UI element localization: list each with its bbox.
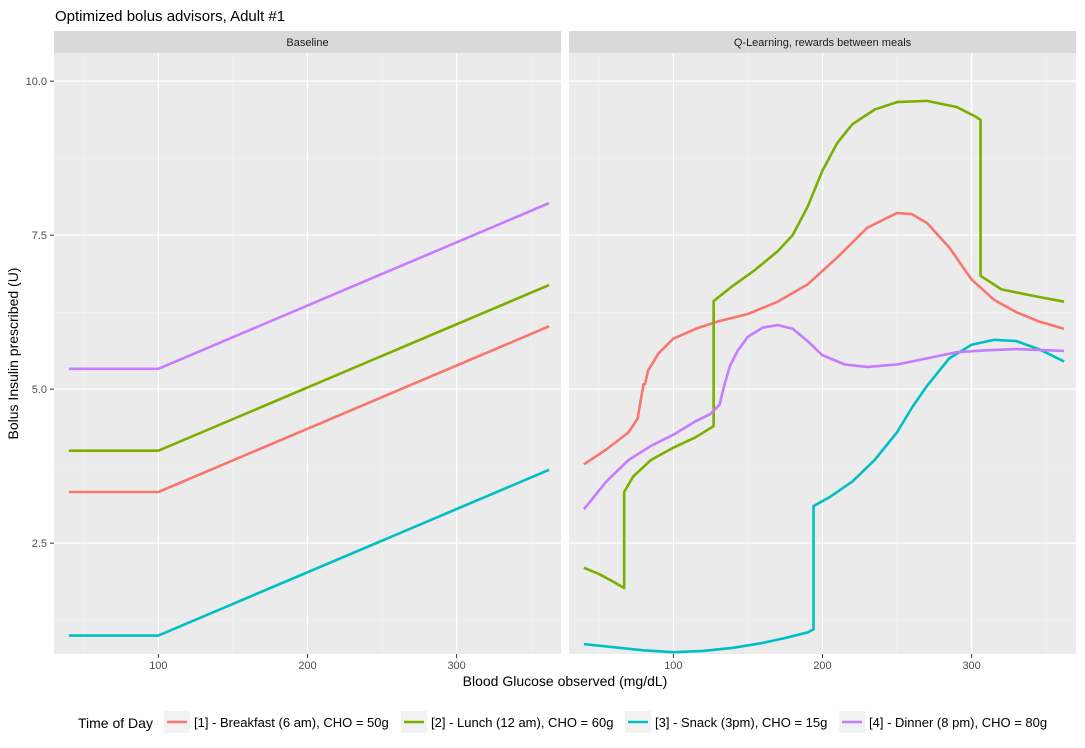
facet-strip <box>54 31 561 53</box>
x-tick-label: 300 <box>447 660 465 672</box>
series-line-1 <box>68 325 550 494</box>
y-tick-label: 10.0 <box>26 76 47 88</box>
series-line-4 <box>582 323 1065 511</box>
series-line-3 <box>68 468 550 637</box>
x-tick-label: 100 <box>149 660 167 672</box>
legend-title: Time of Day <box>78 715 153 731</box>
legend-label-1: [1] - Breakfast (6 am), CHO = 50g <box>194 715 389 730</box>
y-tick-label: 2.5 <box>32 538 47 550</box>
panel-0: Baseline 100 200 300 <box>54 31 561 672</box>
chart-title: Optimized bolus advisors, Adult #1 <box>55 8 285 25</box>
legend: Time of Day [1] - Breakfast (6 am), CHO =… <box>78 711 1047 733</box>
legend-label-4: [4] - Dinner (8 pm), CHO = 80g <box>869 715 1047 730</box>
series-line-1 <box>583 211 1065 466</box>
series-line-3 <box>583 338 1065 654</box>
y-tick-label: 5.0 <box>32 384 47 396</box>
x-axis-title: Blood Glucose observed (mg/dL) <box>463 673 668 689</box>
panel-1: Q-Learning, rewards between meals 100 200 3… <box>569 31 1076 672</box>
y-tick-label: 7.5 <box>32 230 47 242</box>
x-tick-label: 100 <box>664 660 682 672</box>
y-axis-title: Bolus Insulin prescribed (U) <box>5 268 21 440</box>
x-tick-label: 300 <box>962 660 980 672</box>
series-line-4 <box>68 201 550 371</box>
legend-label-3: [3] - Snack (3pm), CHO = 15g <box>655 715 827 730</box>
x-tick-label: 200 <box>298 660 316 672</box>
facet-strip <box>569 31 1076 53</box>
facet-strip-label: Q-Learning, rewards between meals <box>734 37 912 49</box>
series-line-2 <box>583 99 1065 590</box>
facet-strip-label: Baseline <box>286 37 328 49</box>
legend-label-2: [2] - Lunch (12 am), CHO = 60g <box>431 715 613 730</box>
series-line-2 <box>68 283 550 453</box>
x-tick-label: 200 <box>813 660 831 672</box>
